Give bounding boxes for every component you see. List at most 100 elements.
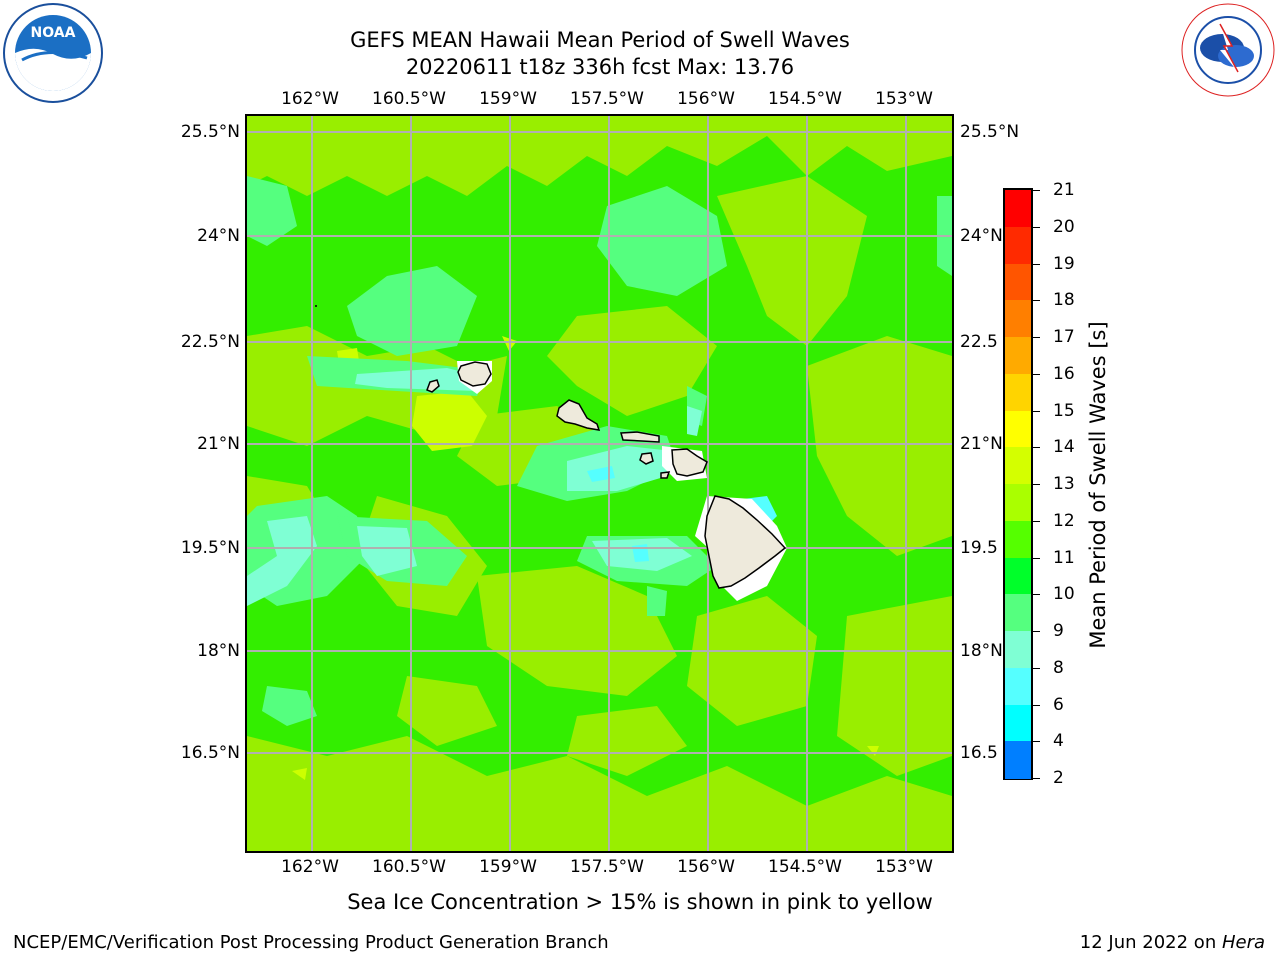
colorbar-tick-mark [1033,300,1040,302]
chart-title-line2: 20220611 t18z 336h fcst Max: 13.76 [405,55,795,79]
colorbar-tick-mark [1033,741,1040,743]
lat-label-right: 16.5 [960,743,998,763]
colorbar-tick-mark [1033,373,1040,375]
island-lanai [639,452,654,465]
footer-date-text: 12 Jun 2022 on [1079,932,1222,953]
colorbar-segment [1005,594,1031,632]
colorbar-segment [1005,190,1031,228]
sea-ice-caption: Sea Ice Concentration > 15% is shown in … [347,890,933,914]
lat-label-right: 18°N [960,641,1003,661]
colorbar-segment [1005,373,1031,411]
colorbar-segment [1005,300,1031,338]
lon-label-bottom: 154.5°W [768,857,842,877]
footer-host: Hera [1221,932,1265,953]
lat-label-left: 22.5°N [180,332,240,352]
colorbar-tick-label: 19 [1053,253,1075,274]
graticule [247,116,952,851]
colorbar-segment [1005,263,1031,301]
period-9-10-regions [247,368,702,606]
colorbar-segment [1005,631,1031,669]
colorbar-tick-label: 18 [1053,290,1075,311]
island-kauai [457,361,492,387]
colorbar-tick-mark [1033,337,1040,338]
colorbar-tick-label: 21 [1053,180,1075,200]
colorbar-tick-label: 17 [1053,327,1075,347]
lon-label-bottom: 160.5°W [372,857,446,877]
colorbar-tick-label: 14 [1053,437,1075,458]
colorbar-segment [1005,410,1031,448]
lon-label-bottom: 159°W [479,857,537,877]
colorbar-segment [1005,557,1031,595]
colorbar-tick-mark [1033,667,1040,669]
island-niihau [426,379,440,393]
lon-label-bottom: 162°W [281,857,339,877]
island-molokai [620,431,660,443]
colorbar-tick-label: 4 [1053,731,1064,752]
colorbar-tick-mark [1033,631,1040,632]
lon-label-top: 159°W [479,89,537,109]
lat-label-left: 18°N [197,641,240,661]
colorbar-tick-mark [1033,778,1040,779]
island-hawaii [704,495,787,589]
lat-label-left: 16.5°N [180,743,240,763]
hawaiian-islands [426,361,787,589]
colorbar [1003,188,1033,780]
map-plot-area [245,114,954,853]
noaa-logo-text: NOAA [31,25,76,41]
colorbar-tick-label: 12 [1053,510,1075,531]
lat-label-right: 24°N [960,226,1003,246]
footer-branch: NCEP/EMC/Verification Post Processing Pr… [13,932,609,953]
colorbar-segment [1005,741,1031,779]
lon-label-bottom: 153°W [875,857,933,877]
lon-label-top: 160.5°W [372,89,446,109]
colorbar-tick-label: 6 [1053,694,1064,715]
lat-label-right: 19.5 [960,538,998,558]
lat-label-left: 25.5°N [180,122,240,142]
chart-title-line1: GEFS MEAN Hawaii Mean Period of Swell Wa… [350,28,850,52]
lon-label-top: 162°W [281,89,339,109]
lon-label-top: 157.5°W [570,89,644,109]
lat-label-right: 25.5°N [960,122,1020,142]
lon-label-top: 153°W [875,89,933,109]
island-oahu [556,399,601,431]
colorbar-tick-mark [1033,704,1040,706]
colorbar-tick-mark [1033,484,1040,485]
lon-label-bottom: 157.5°W [570,857,644,877]
nws-logo [1181,3,1275,97]
colorbar-tick-label: 16 [1053,363,1075,384]
lon-label-top: 156°W [677,89,735,109]
lat-label-left: 21°N [197,434,240,454]
lon-label-bottom: 156°W [677,857,735,877]
lat-label-left: 24°N [197,226,240,246]
colorbar-tick-mark [1033,226,1040,228]
lon-label-top: 154.5°W [768,89,842,109]
colorbar-tick-mark [1033,594,1040,596]
colorbar-tick-mark [1033,190,1040,191]
colorbar-label: Mean Period of Swell Waves [s] [1086,321,1110,649]
colorbar-tick-label: 11 [1053,547,1075,568]
colorbar-segment [1005,337,1031,375]
colorbar-tick-mark [1033,410,1040,412]
lat-label-right: 21°N [960,434,1003,454]
colorbar-tick-label: 9 [1053,621,1064,641]
noaa-logo: NOAA [3,3,103,103]
colorbar-segment [1005,447,1031,485]
island-kahoolawe [660,471,671,479]
footer-date: 12 Jun 2022 on Hera [1080,932,1265,953]
colorbar-tick-label: 13 [1053,474,1075,494]
island-maui [671,448,708,477]
colorbar-segment [1005,704,1031,742]
colorbar-tick-label: 10 [1053,584,1075,605]
lat-label-left: 19.5°N [180,538,240,558]
colorbar-segment [1005,484,1031,522]
colorbar-tick-label: 15 [1053,400,1075,421]
lat-label-right: 22.5 [960,332,998,352]
colorbar-tick-mark [1033,557,1040,559]
colorbar-tick-label: 20 [1053,216,1075,237]
swell-period-field [247,116,952,851]
colorbar-tick-mark [1033,447,1040,449]
colorbar-segment [1005,667,1031,705]
colorbar-segment [1005,226,1031,264]
colorbar-segment [1005,520,1031,558]
colorbar-tick-mark [1033,520,1040,522]
